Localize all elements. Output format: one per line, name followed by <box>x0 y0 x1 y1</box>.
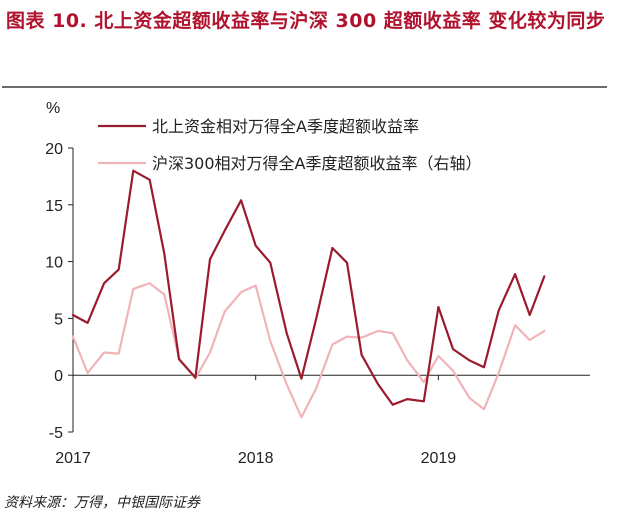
y-tick-label: 5 <box>54 311 63 328</box>
x-tick-label: 2019 <box>421 450 457 467</box>
y-tick-label: 10 <box>45 255 63 272</box>
y-tick-label: 0 <box>54 368 63 385</box>
series-line-csi300 <box>71 282 546 419</box>
x-tick-label: 2017 <box>55 450 91 467</box>
y-tick-label: 15 <box>45 198 63 215</box>
legend-label-northbound: 北上资金相对万得全A季度超额收益率 <box>152 117 419 136</box>
y-tick-label: 20 <box>45 141 63 158</box>
y-tick-label: -5 <box>49 425 63 442</box>
legend-label-csi300: 沪深300相对万得全A季度超额收益率（右轴） <box>152 154 482 173</box>
series-line-northbound <box>71 169 546 406</box>
y-axis-unit-label: % <box>46 100 60 117</box>
source-note: 资料来源：万得，中银国际证券 <box>4 495 200 511</box>
figure-title: 图表 10. 北上资金超额收益率与沪深 300 超额收益率 变化较为同步 <box>6 10 606 32</box>
title-divider <box>2 86 607 88</box>
x-tick-label: 2018 <box>238 450 274 467</box>
